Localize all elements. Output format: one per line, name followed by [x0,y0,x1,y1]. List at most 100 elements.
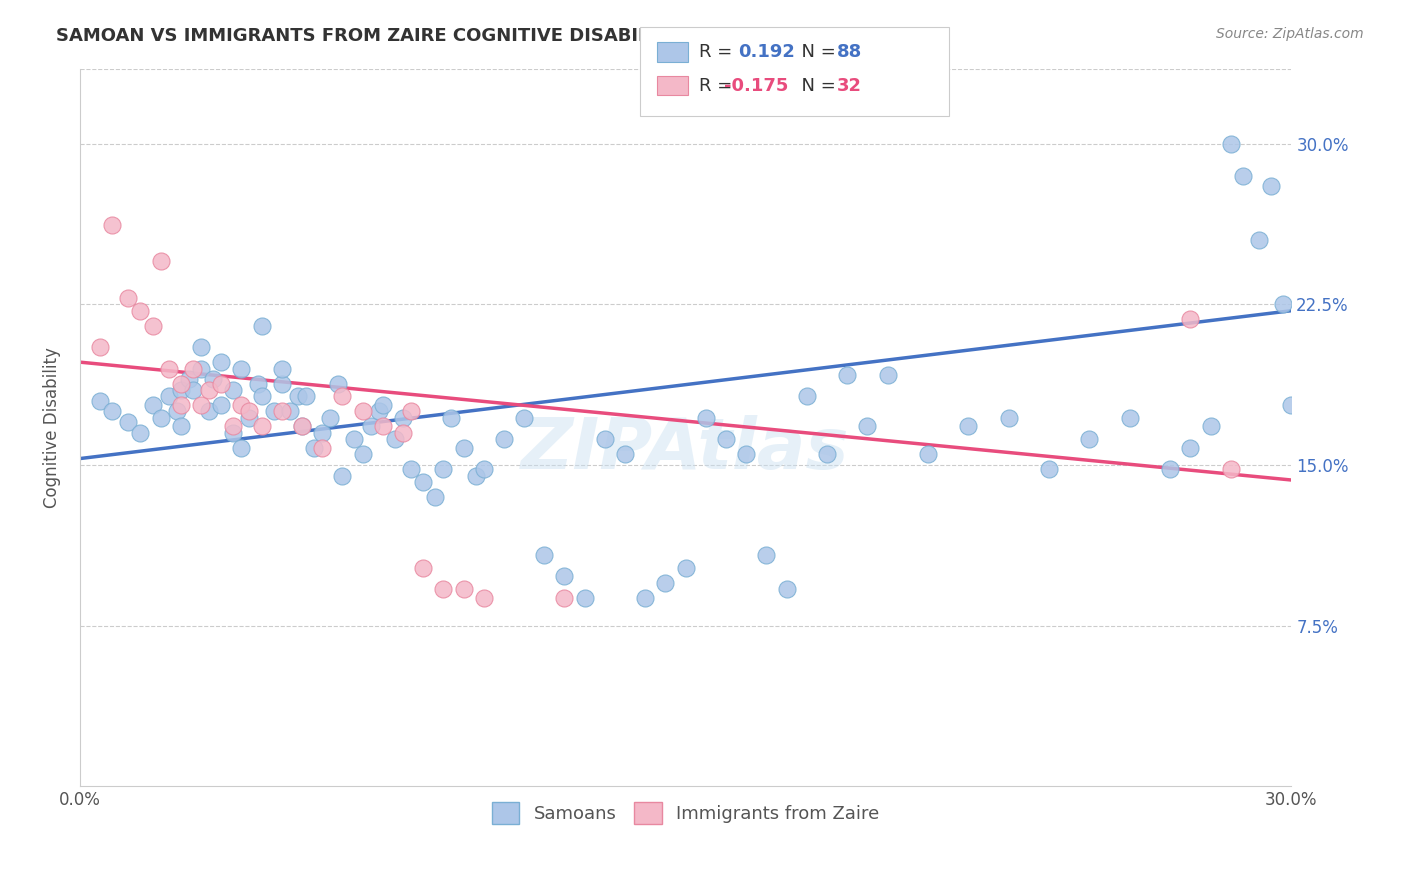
Y-axis label: Cognitive Disability: Cognitive Disability [44,347,60,508]
Point [117,291,139,305]
Point [1038,462,1060,476]
Point [149,254,172,268]
Point [250,318,273,333]
Legend: Samoans, Immigrants from Zaire: Samoans, Immigrants from Zaire [481,791,890,835]
Point [367,404,389,418]
Point [291,419,314,434]
Text: N =: N = [790,77,842,95]
Point [89,393,111,408]
Point [1219,136,1241,151]
Text: -0.175: -0.175 [724,77,789,95]
Point [533,548,555,562]
Point [142,318,165,333]
Point [278,404,301,418]
Point [352,447,374,461]
Point [371,419,394,434]
Point [453,441,475,455]
Point [270,404,292,418]
Point [775,582,797,597]
Point [1279,398,1302,412]
Point [250,389,273,403]
Point [735,447,758,461]
Point [574,591,596,605]
Point [190,361,212,376]
Point [876,368,898,382]
Point [170,383,193,397]
Point [222,383,245,397]
Point [142,398,165,412]
Point [157,361,180,376]
Point [328,376,350,391]
Point [157,389,180,403]
Point [101,404,124,418]
Point [675,561,697,575]
Point [311,441,333,455]
Point [1260,179,1282,194]
Point [190,340,212,354]
Text: SAMOAN VS IMMIGRANTS FROM ZAIRE COGNITIVE DISABILITY CORRELATION CHART: SAMOAN VS IMMIGRANTS FROM ZAIRE COGNITIV… [56,27,903,45]
Point [1247,233,1270,247]
Point [1272,297,1295,311]
Point [170,376,193,391]
Point [238,404,260,418]
Point [695,410,717,425]
Point [453,582,475,597]
Point [209,355,232,369]
Point [1180,312,1202,326]
Point [170,398,193,412]
Point [231,398,253,412]
Point [330,389,353,403]
Point [198,404,221,418]
Point [392,410,415,425]
Point [1199,419,1222,434]
Point [231,441,253,455]
Point [1159,462,1181,476]
Point [399,404,422,418]
Point [117,415,139,429]
Text: 32: 32 [837,77,862,95]
Point [464,468,486,483]
Point [209,376,232,391]
Text: R =: R = [699,77,738,95]
Point [1078,432,1101,446]
Point [957,419,980,434]
Point [472,591,495,605]
Point [89,340,111,354]
Point [291,419,314,434]
Point [412,561,434,575]
Point [302,441,325,455]
Point [1219,462,1241,476]
Point [654,575,676,590]
Point [553,591,575,605]
Point [209,398,232,412]
Point [129,303,152,318]
Text: ZIPAtlas: ZIPAtlas [522,415,849,483]
Point [295,389,318,403]
Point [634,591,657,605]
Point [129,425,152,440]
Point [472,462,495,476]
Point [513,410,536,425]
Point [190,398,212,412]
Point [311,425,333,440]
Point [796,389,818,403]
Point [287,389,309,403]
Point [319,410,342,425]
Point [101,218,124,232]
Text: Source: ZipAtlas.com: Source: ZipAtlas.com [1216,27,1364,41]
Text: 0.192: 0.192 [738,43,794,61]
Point [392,425,415,440]
Text: 88: 88 [837,43,862,61]
Point [198,383,221,397]
Point [440,410,463,425]
Point [343,432,366,446]
Point [166,404,188,418]
Text: N =: N = [790,43,842,61]
Point [371,398,394,412]
Point [425,490,447,504]
Point [856,419,879,434]
Point [330,468,353,483]
Point [714,432,737,446]
Point [270,376,292,391]
Point [238,410,260,425]
